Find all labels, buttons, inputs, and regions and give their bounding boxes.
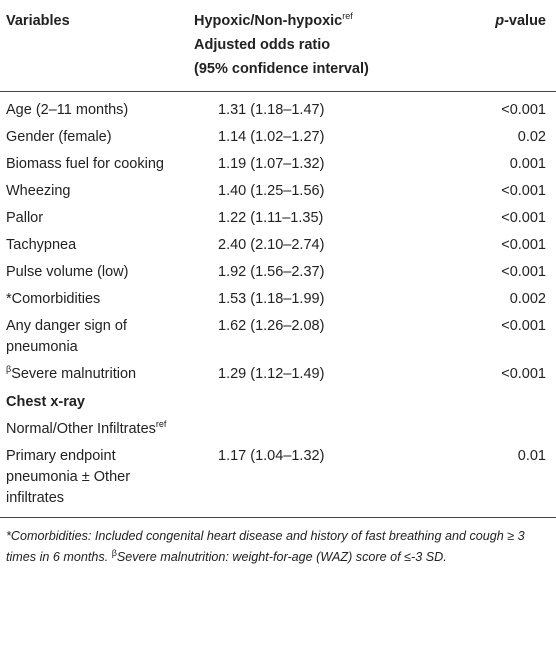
table-row: Any danger sign of pneumonia 1.62 (1.26–2… [0,313,556,361]
row-label-text: Gender (female) [6,129,112,145]
row-label: Pulse volume (low) [0,259,188,286]
row-odds-ratio: 1.29 (1.12–1.49) [218,366,325,382]
table-row: Tachypnea 2.40 (2.10–2.74) <0.001 [0,232,556,259]
table-body: Age (2–11 months) 1.31 (1.18–1.47) <0.001 G… [0,92,556,518]
row-p-value: 0.001 [509,156,546,172]
reference-superscript: ref [155,419,167,430]
row-label-text: *Comorbidities [6,291,101,307]
section-row: Chest x-ray [0,388,556,416]
row-odds-ratio: 1.40 (1.25–1.56) [218,183,325,199]
header-p-value: p-value [418,0,556,92]
header-p-italic: p [495,13,505,29]
table-row: *Comorbidities 1.53 (1.18–1.99) 0.002 [0,286,556,313]
table-row: Gender (female) 1.14 (1.02–1.27) 0.02 [0,124,556,151]
row-label: Gender (female) [0,124,188,151]
row-p-value: <0.001 [501,264,546,280]
header-ratio-line2: Adjusted odds ratio [194,37,331,53]
row-label: Any danger sign of pneumonia [0,313,188,361]
header-variables-text: Variables [6,13,70,29]
row-p-value: <0.001 [501,183,546,199]
table-row: Wheezing 1.40 (1.25–1.56) <0.001 [0,178,556,205]
row-p-value: <0.001 [501,102,546,118]
row-label: Tachypnea [0,232,188,259]
reference-row: Normal/Other Infiltratesref [0,416,556,443]
row-p-value: <0.001 [501,237,546,253]
row-odds-ratio: 1.17 (1.04–1.32) [218,448,325,464]
row-label: Pallor [0,205,188,232]
row-label-text: Age (2–11 months) [6,102,129,118]
table-row: Age (2–11 months) 1.31 (1.18–1.47) <0.001 [0,92,556,125]
row-label: Wheezing [0,178,188,205]
header-p-rest: -value [504,13,546,29]
row-p-value: <0.001 [501,366,546,382]
row-label: *Comorbidities [0,286,188,313]
row-label: Biomass fuel for cooking [0,151,188,178]
row-label: βSevere malnutrition [0,361,188,388]
table-header: Variables Hypoxic/Non-hypoxicref Adjuste… [0,0,556,92]
footnote-comorbidities: *Comorbidities: Included congenital hear… [6,529,525,564]
section-title: Chest x-ray [6,394,85,410]
header-odds-ratio: Hypoxic/Non-hypoxicref Adjusted odds rat… [188,0,418,92]
row-label-superscript: β [6,364,12,375]
row-label-text: Wheezing [6,183,71,199]
row-p-value: 0.02 [517,129,546,145]
row-odds-ratio: 1.53 (1.18–1.99) [218,291,325,307]
row-p-value: <0.001 [501,210,546,226]
row-odds-ratio: 1.92 (1.56–2.37) [218,264,325,280]
table-row: Pallor 1.22 (1.11–1.35) <0.001 [0,205,556,232]
header-variables: Variables [0,0,188,92]
header-ratio-line3: (95% confidence interval) [194,61,369,77]
row-label-text: Severe malnutrition [11,366,137,382]
row-label-text: Any danger sign of pneumonia [6,318,127,355]
row-odds-ratio: 1.19 (1.07–1.32) [218,156,325,172]
row-odds-ratio: 1.14 (1.02–1.27) [218,129,325,145]
odds-ratio-table: Variables Hypoxic/Non-hypoxicref Adjuste… [0,0,556,518]
table-row: βSevere malnutrition 1.29 (1.12–1.49) <0.0… [0,361,556,388]
table-row: Pulse volume (low) 1.92 (1.56–2.37) <0.001 [0,259,556,286]
row-p-value: <0.001 [501,318,546,334]
footnote-beta-symbol: β [111,547,117,558]
row-p-value: 0.002 [509,291,546,307]
row-odds-ratio: 1.31 (1.18–1.47) [218,102,325,118]
row-odds-ratio: 1.62 (1.26–2.08) [218,318,325,334]
header-ratio-line1: Hypoxic/Non-hypoxic [194,13,343,29]
table-footnote: *Comorbidities: Included congenital hear… [0,517,556,568]
row-label: Primary endpoint pneumonia ± Other infil… [6,448,131,506]
reference-label-text: Normal/Other Infiltrates [6,421,156,437]
header-ref-superscript: ref [342,11,353,22]
table-row: Biomass fuel for cooking 1.19 (1.07–1.32)… [0,151,556,178]
row-odds-ratio: 2.40 (2.10–2.74) [218,237,325,253]
row-label-text: Biomass fuel for cooking [6,156,164,172]
row-p-value: 0.01 [517,448,546,464]
reference-label: Normal/Other Infiltratesref [0,416,556,443]
row-label-text: Pulse volume (low) [6,264,129,280]
row-odds-ratio: 1.22 (1.11–1.35) [218,210,324,226]
table-row: Primary endpoint pneumonia ± Other infil… [0,443,556,517]
row-label-text: Tachypnea [6,237,77,253]
footnote-malnutrition: Severe malnutrition: weight-for-age (WAZ… [116,550,447,564]
row-label-text: Pallor [6,210,44,226]
row-label: Age (2–11 months) [0,92,188,125]
